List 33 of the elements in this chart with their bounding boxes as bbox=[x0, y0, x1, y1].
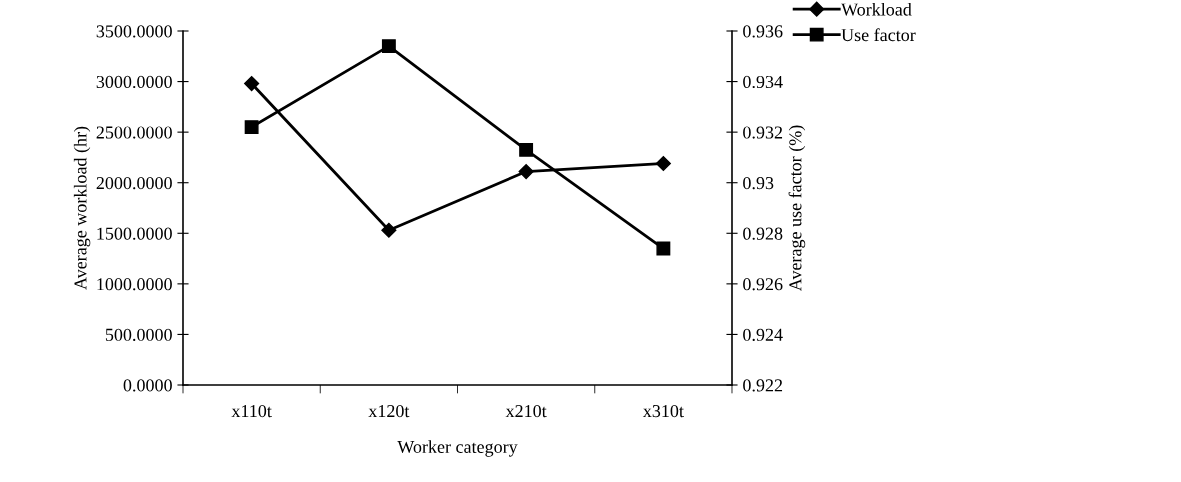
y-tick-label: 3500.0000 bbox=[96, 25, 172, 38]
y2-axis-title: Average use factor (%) bbox=[788, 125, 806, 292]
y-tick-label: 3000.0000 bbox=[96, 75, 172, 89]
x-tick-label: x110t bbox=[231, 404, 272, 418]
point bbox=[655, 155, 671, 172]
legend-label: Use factor bbox=[841, 28, 916, 42]
x-tick-label: x210t bbox=[505, 404, 547, 418]
y2-tick-label: 0.93 bbox=[743, 176, 774, 190]
point bbox=[656, 241, 671, 256]
y-tick-label: 500.0000 bbox=[105, 328, 172, 341]
y-tick-label: 0.0000 bbox=[123, 379, 172, 392]
y2-tick-label: 0.934 bbox=[743, 75, 783, 89]
point bbox=[381, 222, 397, 238]
y2-tick-label: 0.936 bbox=[743, 25, 783, 38]
y-tick-label: 1000.0000 bbox=[97, 278, 172, 291]
x-tick-label: x120t bbox=[368, 404, 410, 418]
legend-label: Workload bbox=[841, 2, 912, 16]
y-axis-title: Average workload (hr) bbox=[73, 126, 91, 290]
y-tick-label: 1500.0000 bbox=[97, 227, 172, 240]
y2-tick-label: 0.922 bbox=[743, 379, 783, 392]
y2-tick-label: 0.924 bbox=[743, 328, 783, 341]
point bbox=[244, 120, 259, 135]
y-tick-label: 2000.0000 bbox=[96, 176, 172, 190]
y2-tick-label: 0.926 bbox=[743, 278, 783, 291]
x-axis-title: Worker category bbox=[397, 440, 518, 457]
point bbox=[519, 142, 534, 157]
y2-tick-label: 0.928 bbox=[743, 227, 783, 240]
point bbox=[381, 39, 396, 54]
y2-tick-label: 0.932 bbox=[743, 126, 783, 139]
x-tick-label: x310t bbox=[642, 404, 684, 418]
point bbox=[518, 164, 534, 180]
y-tick-label: 2500.0000 bbox=[96, 126, 172, 139]
point bbox=[244, 76, 260, 92]
